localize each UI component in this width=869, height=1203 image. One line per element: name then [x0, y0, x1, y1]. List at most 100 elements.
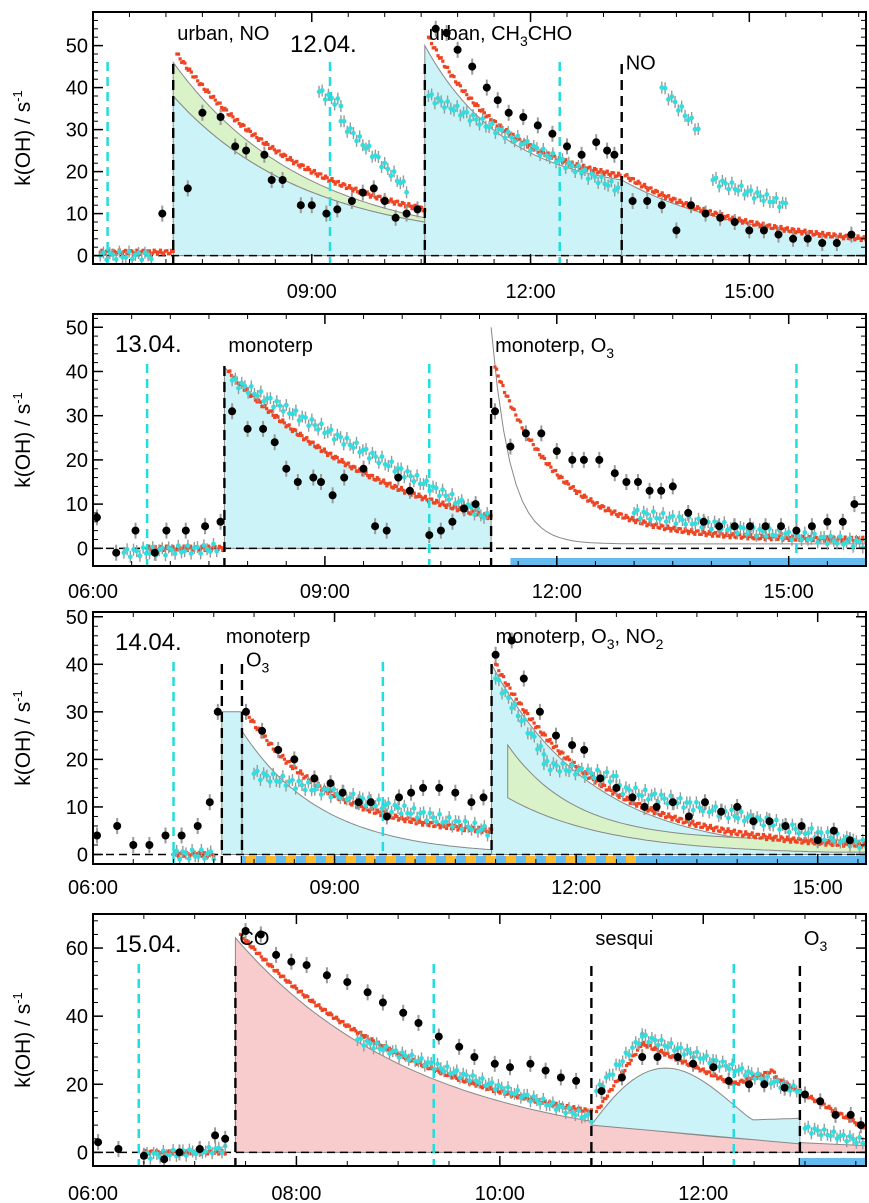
x-tick-label: 06:00 — [68, 877, 118, 899]
measured-point — [489, 121, 495, 127]
model-point — [798, 229, 802, 233]
model-point — [673, 814, 677, 818]
measured-point — [255, 393, 260, 399]
reactivity-dot — [317, 478, 325, 486]
reactivity-dot — [846, 1110, 855, 1119]
model-point — [819, 841, 823, 845]
reactivity-dot — [347, 197, 356, 205]
model-point — [769, 1068, 773, 1072]
measured-point — [145, 253, 151, 258]
reactivity-dot — [765, 817, 774, 826]
model-point — [357, 1031, 361, 1035]
model-point — [391, 486, 395, 490]
model-point — [635, 804, 639, 808]
model-point — [298, 431, 302, 435]
reactivity-dot — [274, 745, 283, 754]
model-point — [589, 497, 593, 501]
model-point — [213, 98, 217, 102]
measured-point — [335, 96, 341, 101]
model-point — [763, 538, 767, 542]
reactivity-dot — [371, 522, 380, 531]
model-point — [336, 179, 340, 184]
reactivity-dot — [378, 998, 387, 1007]
measured-point — [582, 774, 588, 780]
model-point — [297, 771, 301, 775]
orange-stripe — [605, 856, 616, 863]
measured-point — [748, 188, 754, 193]
model-point — [367, 476, 371, 480]
measured-point — [535, 746, 540, 752]
measured-point — [437, 493, 442, 499]
model-point — [744, 218, 748, 222]
measured-point — [713, 804, 718, 810]
measured-point — [509, 135, 514, 140]
measured-point — [531, 734, 537, 739]
model-point — [183, 61, 187, 65]
model-point — [163, 249, 167, 253]
measured-point — [825, 829, 830, 835]
model-point — [708, 209, 712, 213]
measured-point — [563, 165, 568, 171]
measured-point — [636, 1041, 642, 1047]
model-point — [150, 1149, 154, 1153]
reactivity-dot — [687, 201, 695, 210]
model-point — [675, 530, 679, 534]
measured-point — [101, 250, 106, 255]
reactivity-dot — [709, 1063, 718, 1072]
model-point — [750, 831, 754, 835]
model-point — [311, 440, 315, 444]
model-point — [471, 1080, 475, 1084]
reactivity-dot — [572, 1076, 581, 1085]
measured-point — [582, 167, 588, 173]
model-point — [746, 537, 750, 541]
model-point — [700, 825, 704, 829]
measured-point — [676, 514, 682, 520]
y-axis-label: k(OH) / s-1 — [10, 90, 35, 186]
model-point — [395, 1052, 400, 1056]
measured-point — [283, 402, 289, 408]
model-point — [586, 166, 590, 170]
model-point — [782, 229, 786, 233]
model-point — [610, 512, 614, 516]
model-point — [439, 502, 443, 506]
model-point — [737, 216, 741, 220]
model-point — [426, 1067, 430, 1071]
model-point — [367, 192, 371, 196]
model-point — [546, 463, 550, 467]
y-tick-label: 10 — [66, 797, 88, 819]
measured-point — [626, 787, 632, 793]
measured-point — [544, 758, 550, 764]
model-point — [323, 1008, 327, 1012]
model-point — [266, 962, 270, 966]
model-point — [753, 836, 757, 840]
model-point — [553, 154, 557, 158]
model-point — [531, 443, 535, 447]
measured-point — [366, 456, 372, 461]
model-point — [351, 189, 355, 193]
measured-point — [681, 1052, 687, 1057]
model-point — [647, 808, 652, 812]
model-point — [596, 171, 600, 175]
model-point — [777, 838, 781, 842]
model-point — [711, 1074, 715, 1078]
measured-point — [518, 1095, 524, 1101]
model-point — [827, 232, 831, 236]
measured-point — [550, 150, 556, 156]
measured-point — [591, 775, 597, 781]
model-point — [505, 128, 509, 132]
measured-point — [502, 688, 508, 694]
model-point — [728, 536, 732, 540]
measured-point — [752, 1076, 758, 1082]
measured-point — [391, 169, 397, 174]
reactivity-dot — [242, 707, 250, 716]
measured-point — [242, 383, 248, 389]
measured-point — [492, 1087, 498, 1092]
reactivity-dot — [493, 96, 502, 105]
model-point — [392, 816, 396, 820]
model-point — [659, 813, 663, 818]
model-point — [624, 1064, 629, 1068]
measured-point — [540, 1096, 546, 1102]
model-point — [731, 532, 735, 536]
measured-point — [688, 1050, 693, 1056]
measured-point — [424, 478, 429, 484]
